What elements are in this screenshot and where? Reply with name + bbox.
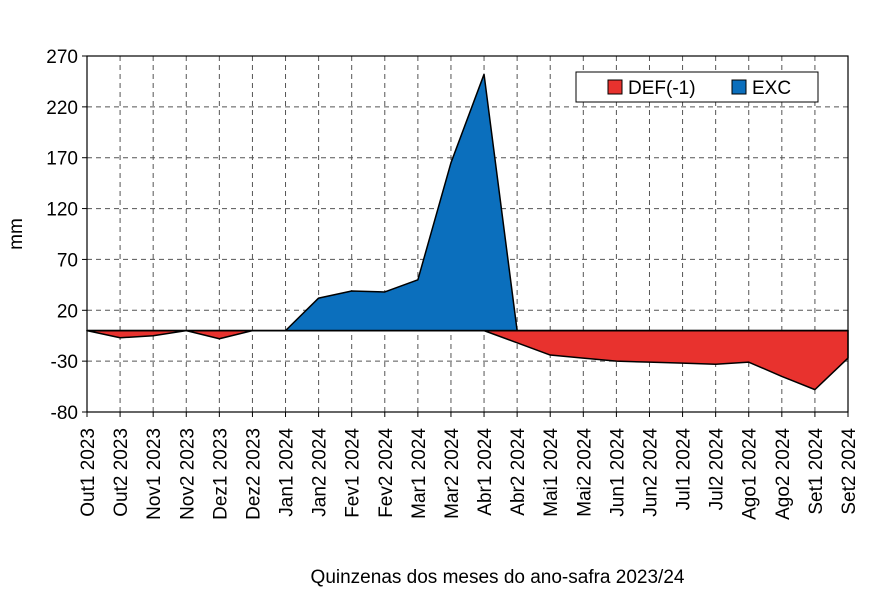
x-tick-label: Nov1 2023: [144, 428, 165, 520]
y-tick-labels: 270 220 170 120 70 20 -30 -80: [46, 47, 87, 424]
x-tick-label: Dez2 2023: [243, 428, 264, 520]
x-tick-label: Jun1 2024: [607, 428, 628, 517]
x-tick-label: Ago1 2024: [740, 428, 761, 520]
legend-label-exc: EXC: [752, 78, 791, 99]
area-def: [86, 329, 849, 391]
x-tick-label: Jan1 2024: [277, 428, 298, 517]
y-tick-label: 220: [46, 98, 78, 119]
x-tick-labels: Out1 2023 Out2 2023 Nov1 2023 Nov2 2023 Dez1…: [78, 412, 860, 520]
legend-swatch-def: [607, 79, 623, 95]
x-tick-label: Jun2 2024: [640, 428, 661, 517]
series-areas: [86, 73, 849, 391]
x-tick-label: Jul1 2024: [674, 428, 695, 511]
y-tick-label: 20: [57, 301, 78, 322]
x-tick-label: Fev1 2024: [343, 428, 364, 518]
y-tick-label: 170: [46, 149, 78, 170]
x-tick-label: Set1 2024: [806, 428, 827, 515]
legend: DEF(-1) EXC: [575, 71, 819, 103]
y-tick-label: -80: [51, 403, 78, 424]
plot-frame: [86, 55, 849, 413]
x-tick-label: Abr2 2024: [508, 428, 529, 516]
y-tick-label: 70: [57, 250, 78, 271]
x-tick-label: Mai1 2024: [541, 428, 562, 517]
y-tick-label: -30: [51, 352, 78, 373]
x-tick-label: Ago2 2024: [773, 428, 794, 520]
x-tick-label: Dez1 2023: [210, 428, 231, 520]
area-exc: [86, 73, 849, 332]
x-tick-label: Nov2 2023: [177, 428, 198, 520]
x-tick-label: Out2 2023: [111, 428, 132, 517]
x-tick-label: Jan2 2024: [310, 428, 331, 517]
x-tick-label: Out1 2023: [78, 428, 99, 517]
x-tick-label: Set2 2024: [839, 428, 860, 515]
x-tick-label: Mai2 2024: [574, 428, 595, 517]
x-tick-label: Mar1 2024: [409, 428, 430, 519]
x-tick-label: Mar2 2024: [442, 428, 463, 519]
x-tick-label: Jul2 2024: [707, 428, 728, 511]
legend-label-def: DEF(-1): [628, 78, 696, 99]
x-axis-title: Quinzenas dos meses do ano-safra 2023/24: [311, 567, 685, 588]
y-tick-label: 270: [46, 47, 78, 68]
x-tick-label: Abr1 2024: [475, 428, 496, 516]
legend-swatch-exc: [731, 79, 747, 95]
y-axis-title: mm: [6, 218, 27, 250]
y-tick-label: 120: [46, 200, 78, 221]
x-tick-label: Fev2 2024: [376, 428, 397, 518]
